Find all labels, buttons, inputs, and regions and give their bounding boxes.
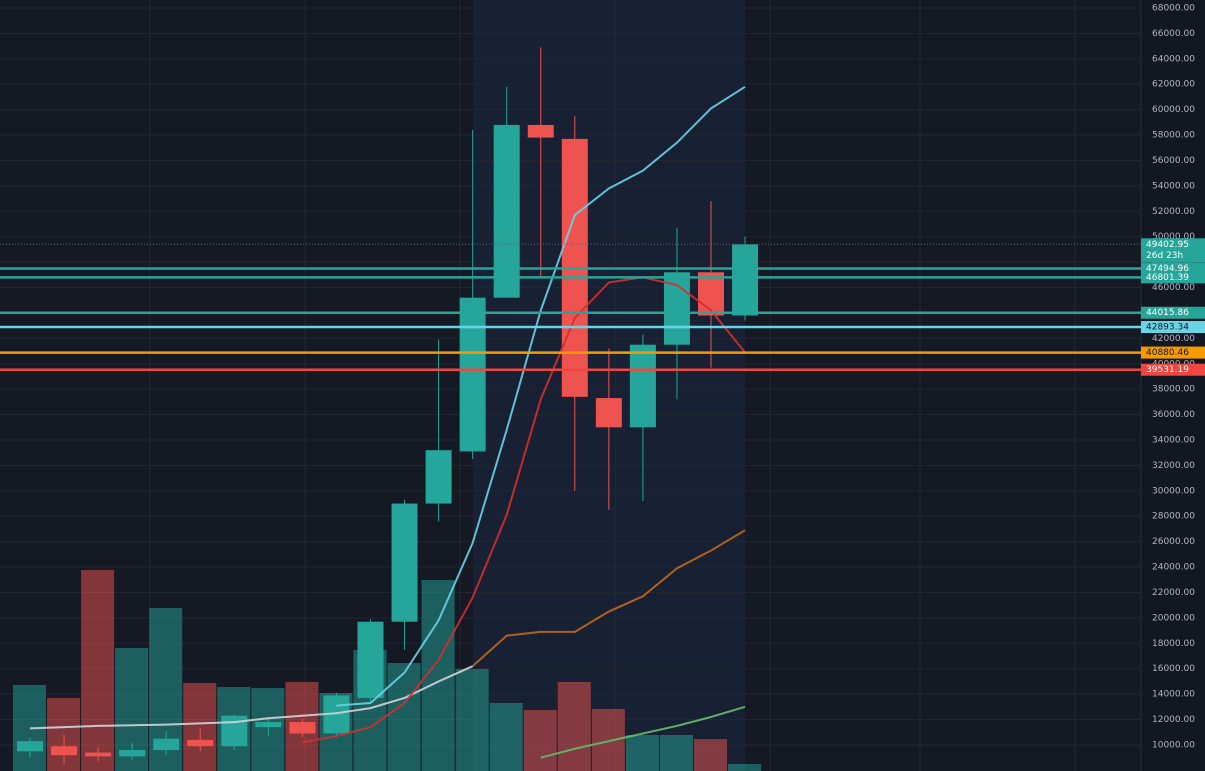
y-tick-label: 68000.00: [1152, 4, 1195, 14]
candle-body: [425, 450, 452, 504]
price-label: 42893.34: [1146, 323, 1189, 333]
y-tick-label: 34000.00: [1152, 436, 1195, 446]
price-label-box: [1141, 321, 1205, 334]
candle-body: [527, 124, 554, 138]
volume-bar: [625, 735, 659, 771]
volume-bar: [489, 703, 523, 771]
volume-bar: [47, 698, 81, 771]
candle-body: [51, 746, 78, 756]
y-tick-label: 46000.00: [1152, 283, 1195, 293]
price-label-box: [1141, 306, 1205, 319]
price-label: 47494.96: [1146, 264, 1189, 274]
volume-bar: [728, 764, 762, 771]
volume-bar: [387, 663, 421, 771]
y-tick-label: 60000.00: [1152, 105, 1195, 115]
y-tick-label: 30000.00: [1152, 486, 1195, 496]
y-tick-label: 62000.00: [1152, 80, 1195, 90]
candle-body: [459, 297, 486, 452]
price-label-box: [1141, 346, 1205, 359]
y-tick-label: 26000.00: [1152, 537, 1195, 547]
candle-body: [289, 722, 316, 734]
ma-line: [540, 705, 746, 759]
candle-body: [153, 738, 180, 751]
candle-body: [732, 244, 759, 316]
price-label: 46801.39: [1146, 273, 1189, 283]
y-tick-label: 58000.00: [1152, 131, 1195, 141]
price-label-box: [1141, 271, 1205, 284]
candle-body: [595, 398, 622, 428]
candle-body: [493, 124, 520, 298]
candle-body: [629, 344, 656, 428]
ma-line: [471, 529, 746, 667]
price-label: 39531.19: [1146, 365, 1189, 375]
candle-body: [119, 750, 146, 757]
y-tick-label: 22000.00: [1152, 588, 1195, 598]
candle-body: [391, 503, 418, 622]
candle-body: [357, 621, 384, 698]
y-tick-label: 10000.00: [1152, 740, 1195, 750]
countdown-label: 26d 23h: [1146, 251, 1183, 261]
y-tick-label: 20000.00: [1152, 613, 1195, 623]
y-tick-label: 24000.00: [1152, 563, 1195, 573]
candle-body: [698, 272, 724, 316]
price-label: 49402.95: [1146, 240, 1189, 250]
y-tick-label: 18000.00: [1152, 639, 1195, 649]
y-tick-label: 12000.00: [1152, 715, 1195, 725]
y-tick-label: 16000.00: [1152, 664, 1195, 674]
y-tick-label: 64000.00: [1152, 54, 1195, 64]
volume-bar: [693, 739, 728, 771]
y-tick-label: 54000.00: [1152, 181, 1195, 191]
y-tick-label: 14000.00: [1152, 690, 1195, 700]
volume-bar: [81, 570, 115, 771]
price-label: 44015.86: [1146, 308, 1189, 318]
y-tick-label: 52000.00: [1152, 207, 1195, 217]
candle-body: [85, 752, 112, 757]
y-tick-label: 36000.00: [1152, 410, 1195, 420]
y-tick-label: 42000.00: [1152, 334, 1195, 344]
volume-bar: [557, 682, 591, 771]
price-axis: [1141, 0, 1205, 771]
volume-bar: [183, 683, 217, 771]
candle-body: [17, 741, 43, 752]
ma-line: [29, 665, 474, 730]
y-tick-label: 56000.00: [1152, 156, 1195, 166]
price-label: 40880.46: [1146, 348, 1189, 358]
volume-bar: [455, 669, 489, 771]
y-tick-label: 32000.00: [1152, 461, 1195, 471]
price-label-box: [1141, 363, 1205, 376]
volume-bar: [659, 735, 693, 771]
candle-body: [255, 722, 282, 728]
y-tick-label: 38000.00: [1152, 385, 1195, 395]
y-tick-label: 28000.00: [1152, 512, 1195, 522]
volume-bar: [523, 710, 557, 771]
price-label-box: [1141, 238, 1205, 263]
y-tick-label: 50000.00: [1152, 232, 1195, 242]
y-tick-label: 66000.00: [1152, 29, 1195, 39]
ma-line: [336, 85, 746, 707]
ma-line: [302, 276, 746, 744]
candle-body: [187, 739, 214, 747]
volume-bar: [591, 709, 625, 771]
